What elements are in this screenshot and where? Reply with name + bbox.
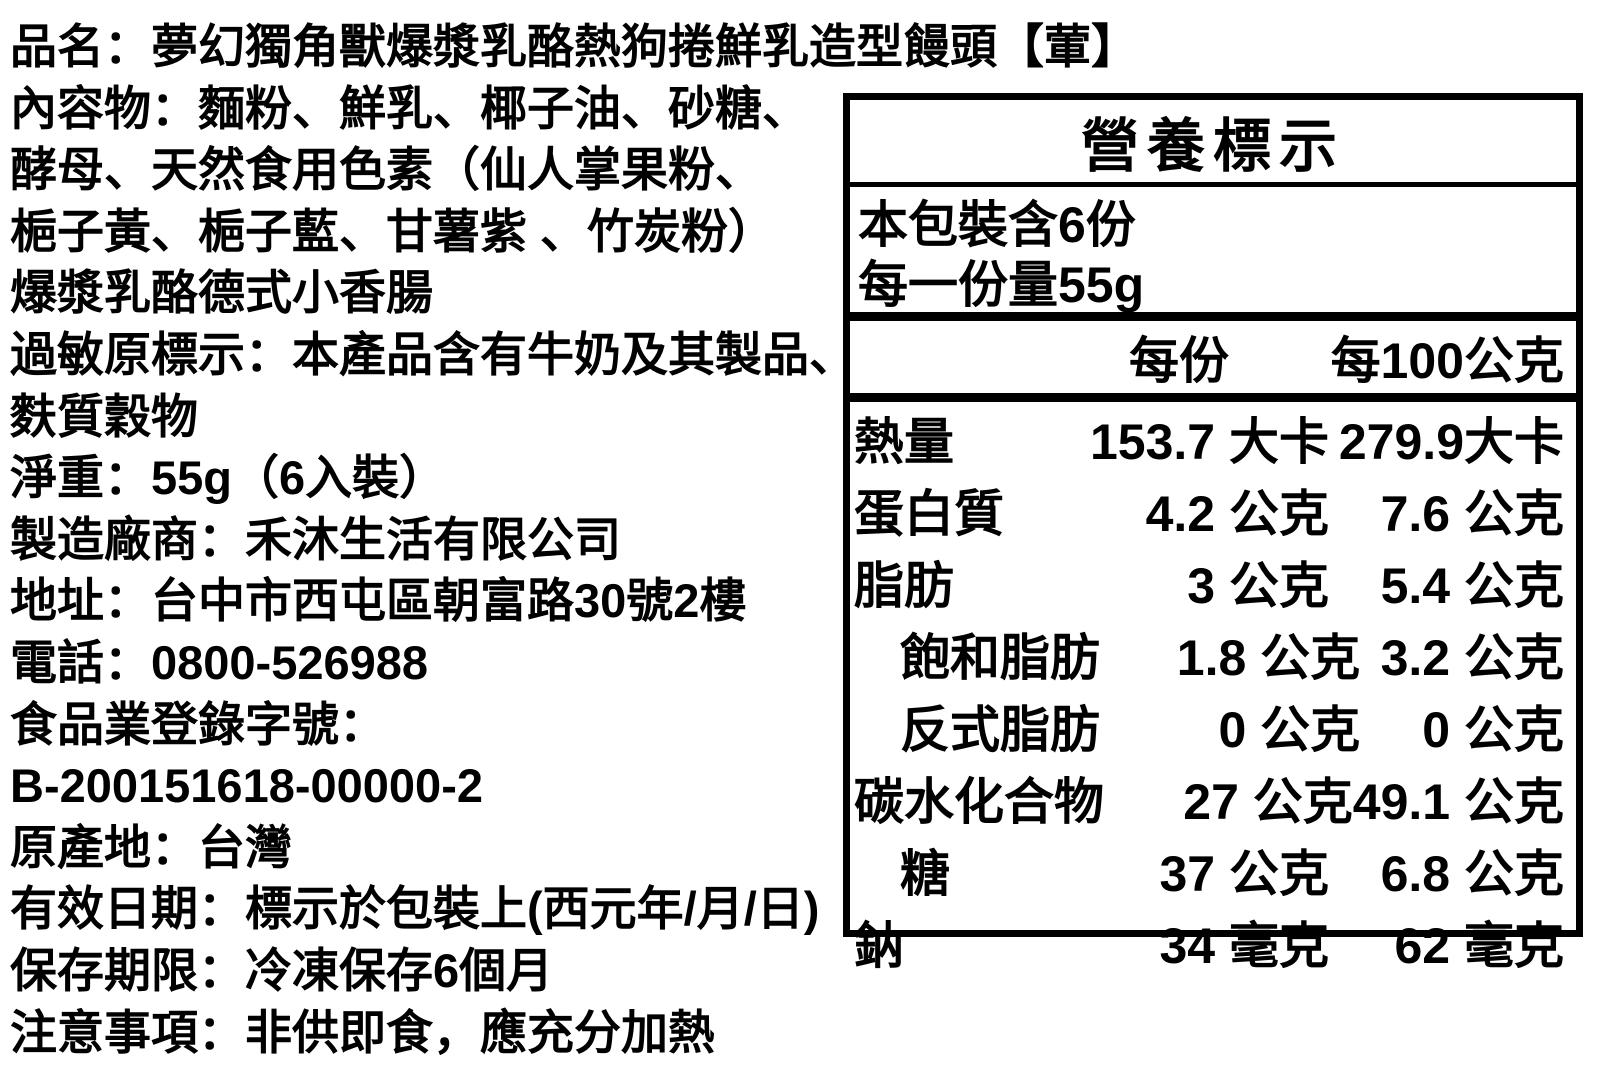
product-info-line: 電話：0800-526988 (10, 635, 429, 689)
nutrient-per-serving-value: 1.8 公克 (1176, 630, 1361, 686)
column-header-row: 每份 每100公克 (850, 321, 1576, 402)
nutrient-per-100g-value: 3.2 公克 (1380, 630, 1564, 686)
nutrient-per-100g-value: 62 毫克 (1394, 918, 1564, 974)
nutrient-per-serving-value: 27 公克 (1183, 774, 1353, 830)
product-info-line: 有效日期：標示於包裝上(西元年/月/日) (10, 882, 820, 936)
nutrient-label: 鈉 (854, 918, 904, 974)
product-info-line: 麩質穀物 (10, 389, 198, 443)
nutrition-table-title: 營養標示 (850, 100, 1576, 187)
nutrition-row: 脂肪 3 公克 5.4 公克 (850, 546, 1576, 618)
product-info-line: 內容物：麵粉、鮮乳、椰子油、砂糖、 (10, 81, 809, 135)
product-info-line: 食品業登錄字號： (10, 697, 386, 751)
nutrition-row: 飽和脂肪 1.8 公克 3.2 公克 (850, 618, 1576, 690)
product-info-line: 淨重：55g（6入裝） (10, 451, 447, 505)
product-info-line: 梔子黃、梔子藍、甘薯紫 、竹炭粉） (10, 204, 776, 258)
nutrient-per-serving-value: 37 公克 (1159, 846, 1329, 902)
nutrition-table: 營養標示 本包裝含6份 每一份量55g 每份 每100公克 熱量 153.7 大… (843, 93, 1583, 974)
nutrition-rows: 熱量 153.7 大卡 279.9大卡 蛋白質 4.2 公克 7.6 公克 脂肪… (850, 402, 1576, 978)
nutrient-label: 糖 (900, 846, 950, 902)
product-info-line: 酵母、天然食用色素（仙人掌果粉、 (10, 143, 762, 197)
nutrition-row: 碳水化合物 27 公克 49.1 公克 (850, 762, 1576, 834)
nutrient-per-serving-value: 153.7 大卡 (1089, 414, 1329, 470)
nutrient-label: 飽和脂肪 (900, 630, 1100, 686)
nutrient-per-serving-value: 4.2 公克 (1145, 486, 1329, 542)
nutrient-label: 脂肪 (854, 558, 954, 614)
nutrient-per-100g-value: 49.1 公克 (1352, 774, 1564, 830)
product-info-line: 品名：夢幻獨角獸爆漿乳酪熱狗捲鮮乳造型饅頭【葷】 (10, 20, 1138, 73)
product-info: 品名：夢幻獨角獸爆漿乳酪熱狗捲鮮乳造型饅頭【葷】 內容物：麵粉、鮮乳、椰子油、砂糖… (10, 16, 1138, 1063)
nutrient-per-100g-value: 6.8 公克 (1380, 846, 1564, 902)
package-info: 本包裝含6份 每一份量55g (850, 187, 1576, 321)
product-info-line: 注意事項：非供即食，應充分加熱 (10, 1005, 715, 1059)
nutrient-label: 碳水化合物 (854, 774, 1104, 830)
nutrient-per-serving-value: 3 公克 (1187, 558, 1329, 614)
nutrient-per-100g-value: 0 公克 (1422, 702, 1564, 758)
product-info-line: 保存期限：冷凍保存6個月 (10, 943, 554, 997)
nutrient-per-100g-value: 279.9大卡 (1338, 414, 1564, 470)
nutrition-row: 糖 37 公克 6.8 公克 (850, 834, 1576, 906)
nutrient-per-100g-value: 5.4 公克 (1380, 558, 1564, 614)
nutrient-per-serving-value: 0 公克 (1218, 702, 1361, 758)
nutrient-label: 蛋白質 (854, 486, 1004, 542)
nutrient-label: 反式脂肪 (900, 702, 1100, 758)
nutrition-row: 蛋白質 4.2 公克 7.6 公克 (850, 474, 1576, 546)
product-info-line: 製造廠商：禾沐生活有限公司 (10, 512, 621, 566)
col-header-per-serving: 每份 (1129, 333, 1229, 389)
col-header-per-100g: 每100公克 (1330, 333, 1564, 389)
nutrition-row: 反式脂肪 0 公克 0 公克 (850, 690, 1576, 762)
nutrition-row: 熱量 153.7 大卡 279.9大卡 (850, 402, 1576, 474)
product-info-line: 原產地：台灣 (10, 820, 292, 874)
package-serving-size: 每一份量55g (858, 257, 1145, 313)
product-info-line: 爆漿乳酪德式小香腸 (10, 266, 433, 320)
nutrient-label: 熱量 (854, 414, 954, 470)
product-info-line: 地址：台中市西屯區朝富路30號2樓 (10, 574, 747, 628)
nutrition-row: 鈉 34 毫克 62 毫克 (850, 906, 1576, 978)
nutrient-per-100g-value: 7.6 公克 (1380, 486, 1564, 542)
package-servings: 本包裝含6份 (858, 197, 1136, 253)
product-info-line: B-200151618-00000-2 (10, 759, 483, 813)
nutrient-per-serving-value: 34 毫克 (1159, 918, 1329, 974)
product-info-line: 過敏原標示：本產品含有牛奶及其製品、 (10, 327, 856, 381)
